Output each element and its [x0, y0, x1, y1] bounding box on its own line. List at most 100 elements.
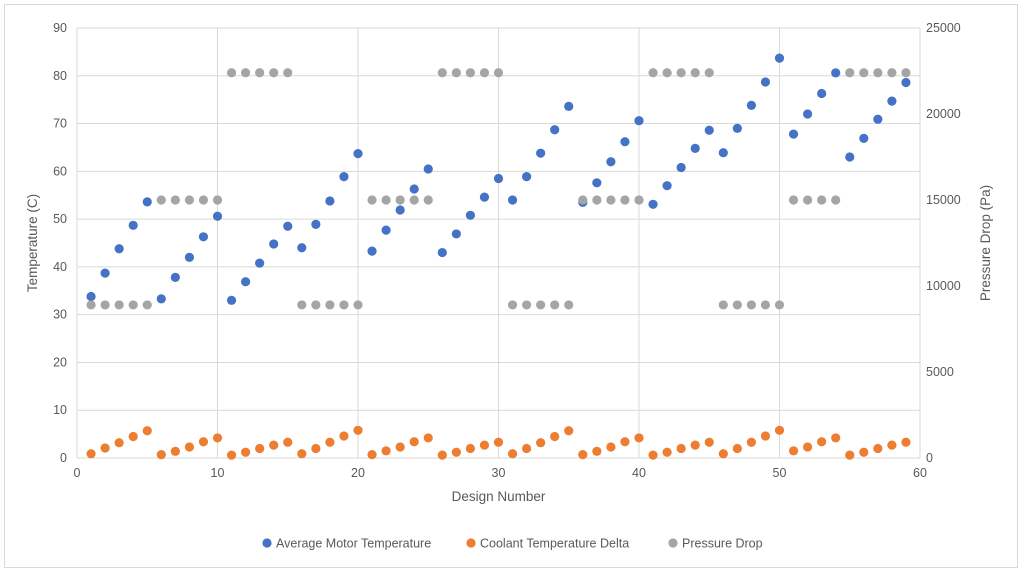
data-point	[241, 277, 251, 287]
x-tick-label: 40	[632, 466, 646, 480]
data-point	[479, 68, 490, 78]
data-point	[803, 442, 813, 452]
data-point	[718, 300, 728, 310]
y-tick-label: 50	[53, 212, 67, 226]
data-point	[522, 443, 532, 454]
data-point	[620, 195, 630, 205]
data-point	[507, 300, 518, 310]
legend-item: Coolant Temperature Delta	[466, 537, 629, 551]
series-points	[86, 53, 911, 460]
data-point	[690, 68, 700, 78]
y-tick-label: 40	[53, 260, 67, 274]
data-point	[493, 68, 504, 78]
data-point	[536, 148, 546, 158]
data-point	[325, 437, 335, 447]
data-point	[142, 197, 152, 207]
data-point	[353, 425, 363, 435]
data-point	[522, 300, 532, 310]
data-point	[156, 195, 166, 205]
data-point	[395, 195, 405, 205]
data-point	[311, 300, 321, 310]
data-point	[226, 450, 237, 460]
data-point	[170, 195, 180, 205]
data-point	[367, 246, 377, 256]
data-point	[817, 437, 827, 447]
data-point	[297, 243, 307, 253]
chart-frame: 0 10 20 30 40 50 60 70 80 90 0 10 20 30 40 50 60 0 5000 100…	[4, 4, 1018, 568]
x-tick-label: 0	[74, 466, 81, 480]
data-point	[409, 184, 419, 194]
data-point	[100, 443, 110, 453]
data-point	[859, 133, 869, 143]
data-point	[760, 431, 771, 441]
y-tick-label: 60	[53, 164, 67, 178]
data-point	[803, 195, 813, 205]
data-point	[465, 443, 475, 454]
data-point	[634, 116, 644, 126]
data-point	[788, 129, 799, 139]
data-point	[437, 450, 447, 460]
data-point	[156, 294, 166, 304]
data-point	[86, 449, 96, 459]
data-point	[395, 205, 405, 215]
data-point	[339, 300, 349, 310]
data-point	[493, 173, 504, 184]
data-point	[184, 252, 194, 262]
data-point	[550, 300, 560, 310]
data-point	[760, 300, 771, 310]
data-point	[746, 437, 757, 447]
data-point	[578, 195, 588, 205]
data-point	[873, 443, 883, 454]
data-point	[325, 300, 335, 310]
data-point	[198, 232, 209, 242]
data-point	[732, 123, 742, 133]
data-point	[465, 210, 475, 220]
data-point	[184, 195, 194, 205]
y2-tick-label: 25000	[926, 21, 961, 35]
data-point	[718, 449, 728, 459]
data-point	[142, 300, 152, 310]
data-point	[676, 162, 686, 173]
y2-tick-label: 5000	[926, 365, 954, 379]
data-point	[114, 438, 124, 448]
data-point	[634, 195, 644, 205]
legend-label: Pressure Drop	[682, 537, 763, 551]
data-point	[690, 440, 700, 450]
y2-tick-label: 10000	[926, 279, 961, 293]
data-point	[507, 449, 518, 459]
data-point	[353, 300, 363, 310]
data-point	[634, 433, 644, 443]
series-0	[86, 53, 911, 305]
data-point	[241, 68, 251, 78]
data-point	[353, 149, 363, 159]
data-point	[564, 300, 574, 310]
data-point	[226, 295, 237, 305]
data-point	[901, 77, 911, 88]
data-point	[451, 68, 461, 78]
legend-marker	[466, 538, 476, 548]
data-point	[269, 239, 279, 249]
data-point	[788, 446, 799, 456]
data-point	[367, 450, 377, 460]
data-point	[283, 221, 293, 231]
data-point	[465, 68, 475, 78]
data-point	[423, 433, 433, 443]
data-point	[114, 300, 124, 310]
legend-label: Coolant Temperature Delta	[480, 537, 629, 551]
data-point	[774, 425, 785, 435]
data-point	[887, 68, 897, 78]
legend-item: Average Motor Temperature	[262, 537, 431, 551]
data-point	[100, 268, 110, 278]
data-point	[507, 195, 518, 205]
data-point	[746, 100, 757, 110]
data-point	[901, 437, 911, 447]
data-point	[901, 68, 911, 78]
data-point	[648, 199, 658, 209]
y-tick-label: 20	[53, 355, 67, 369]
data-point	[409, 195, 419, 205]
data-point	[128, 220, 138, 230]
data-point	[564, 426, 574, 436]
data-point	[479, 440, 490, 450]
data-point	[156, 450, 166, 460]
